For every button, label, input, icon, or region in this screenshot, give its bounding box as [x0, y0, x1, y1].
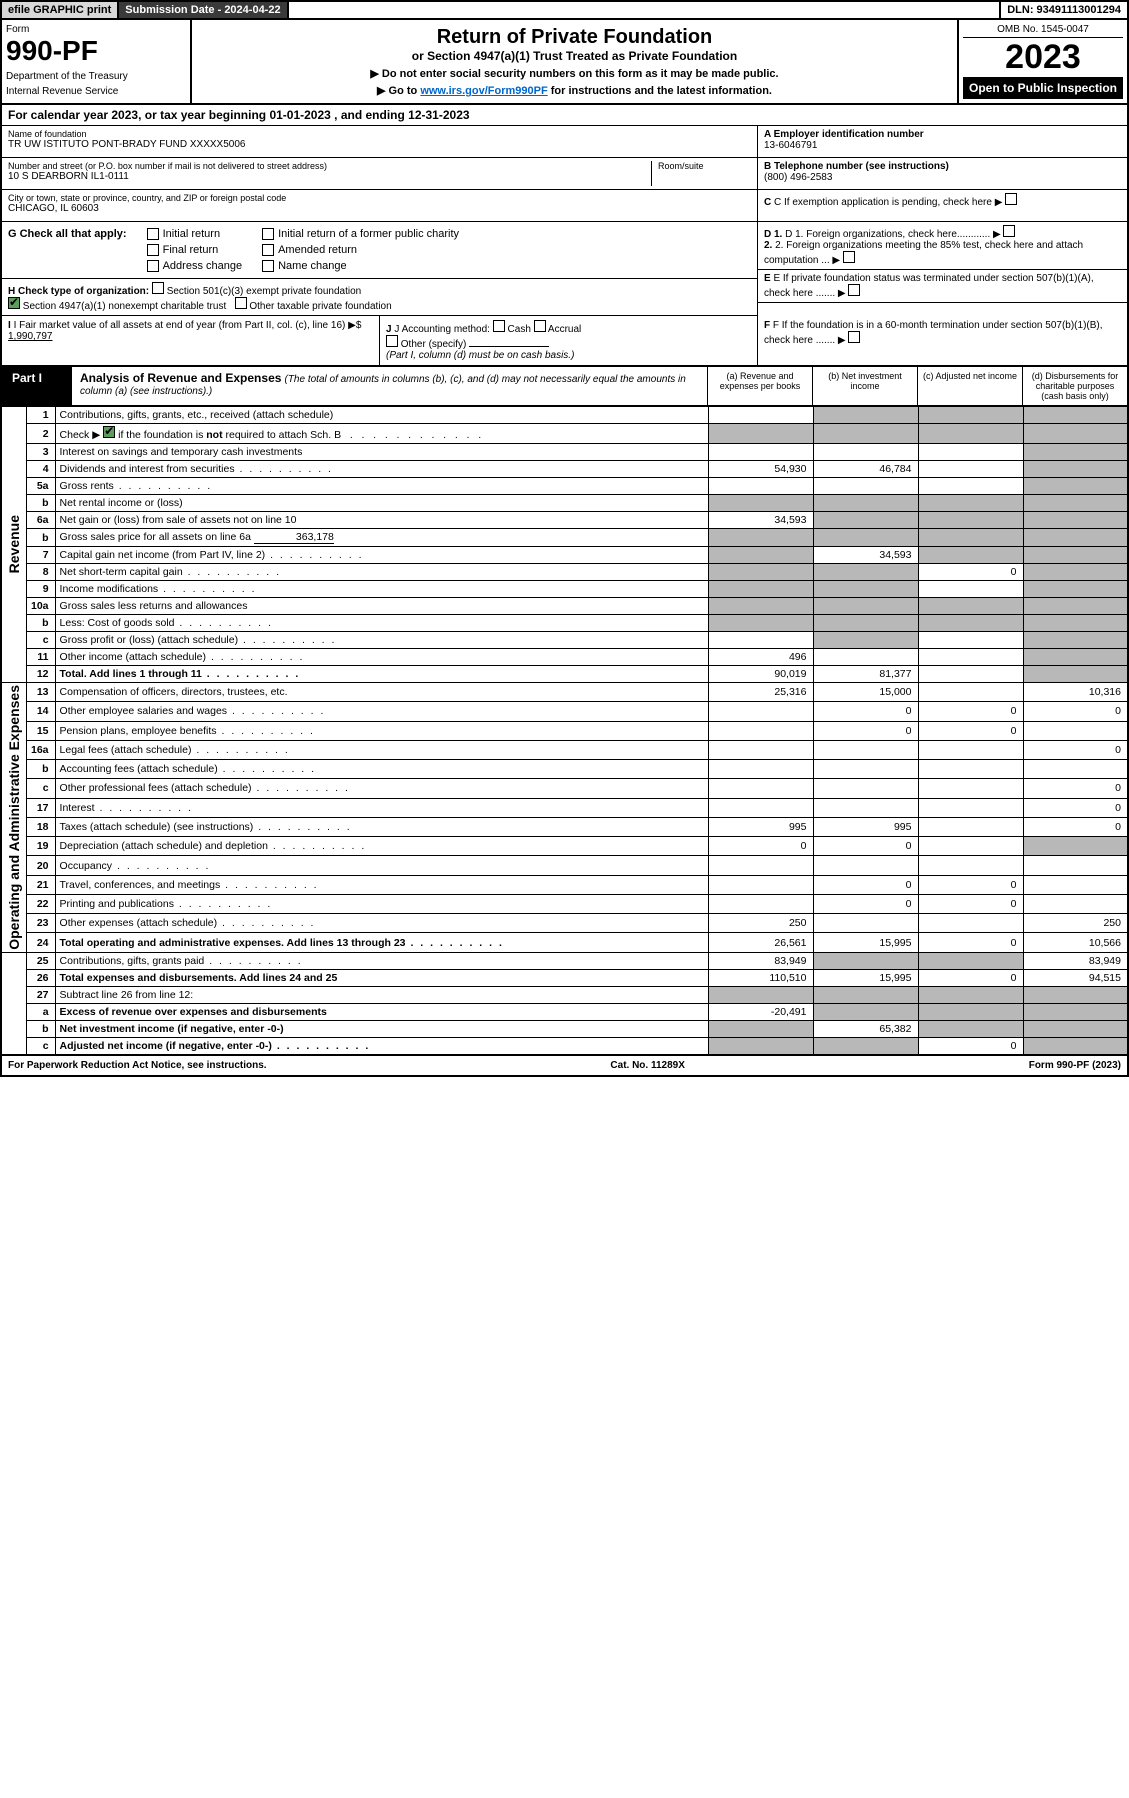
part1-title: Analysis of Revenue and Expenses (The to…	[72, 367, 707, 405]
4947-cb[interactable]	[8, 297, 20, 309]
fmv-row: I I Fair market value of all assets at e…	[0, 316, 1129, 366]
e-row: E E If private foundation status was ter…	[758, 270, 1127, 303]
fmv-right: J J Accounting method: Cash Accrual Othe…	[380, 316, 757, 365]
col-a-header: (a) Revenue and expenses per books	[707, 367, 812, 405]
efile-label[interactable]: efile GRAPHIC print	[2, 2, 119, 18]
address-change-cb[interactable]	[147, 260, 159, 272]
d-row: D 1. D 1. Foreign organizations, check h…	[758, 222, 1127, 270]
e-cb[interactable]	[848, 284, 860, 296]
name-change-cb[interactable]	[262, 260, 274, 272]
footer-center: Cat. No. 11289X	[610, 1060, 684, 1071]
footer-right: Form 990-PF (2023)	[1029, 1060, 1121, 1071]
topbar: efile GRAPHIC print Submission Date - 20…	[0, 0, 1129, 20]
amended-return-cb[interactable]	[262, 244, 274, 256]
h-check-row: H Check type of organization: Section 50…	[2, 279, 757, 316]
form-number: 990-PF	[6, 35, 186, 67]
info-grid: Name of foundation TR UW ISTITUTO PONT-B…	[0, 126, 1129, 316]
address-row: Number and street (or P.O. box number if…	[2, 158, 757, 190]
col-b-header: (b) Net investment income	[812, 367, 917, 405]
phone-row: B Telephone number (see instructions) (8…	[758, 158, 1127, 190]
calendar-year-row: For calendar year 2023, or tax year begi…	[0, 105, 1129, 126]
info-left: Name of foundation TR UW ISTITUTO PONT-B…	[2, 126, 757, 316]
submission-date: Submission Date - 2024-04-22	[119, 2, 288, 18]
d1-cb[interactable]	[1003, 225, 1015, 237]
part1-label: Part I	[2, 367, 72, 405]
d2-cb[interactable]	[843, 251, 855, 263]
header-left: Form 990-PF Department of the Treasury I…	[2, 20, 192, 103]
city-row: City or town, state or province, country…	[2, 190, 757, 222]
header-right: OMB No. 1545-0047 2023 Open to Public In…	[957, 20, 1127, 103]
dept-irs: Internal Revenue Service	[6, 86, 186, 97]
f-cb[interactable]	[848, 331, 860, 343]
dln-label: DLN: 93491113001294	[999, 2, 1127, 18]
initial-return-cb[interactable]	[147, 228, 159, 240]
other-taxable-cb[interactable]	[235, 297, 247, 309]
form-label: Form	[6, 24, 186, 35]
501c3-cb[interactable]	[152, 282, 164, 294]
main-table: Revenue 1Contributions, gifts, grants, e…	[0, 406, 1129, 1056]
open-inspection: Open to Public Inspection	[963, 77, 1123, 99]
c-row: C C If exemption application is pending,…	[758, 190, 1127, 222]
f-row: F F If the foundation is in a 60-month t…	[757, 316, 1127, 365]
tax-year: 2023	[963, 38, 1123, 77]
ein-row: A Employer identification number 13-6046…	[758, 126, 1127, 158]
omb-number: OMB No. 1545-0047	[963, 24, 1123, 38]
accrual-cb[interactable]	[534, 320, 546, 332]
foundation-name-row: Name of foundation TR UW ISTITUTO PONT-B…	[2, 126, 757, 158]
g-check-section: G Check all that apply: Initial return F…	[2, 222, 757, 279]
col-d-header: (d) Disbursements for charitable purpose…	[1022, 367, 1127, 405]
other-acct-cb[interactable]	[386, 335, 398, 347]
schb-cb[interactable]	[103, 426, 115, 438]
c-cb[interactable]	[1005, 193, 1017, 205]
footer-left: For Paperwork Reduction Act Notice, see …	[8, 1060, 267, 1071]
header-center: Return of Private Foundation or Section …	[192, 20, 957, 103]
dept-treasury: Department of the Treasury	[6, 71, 186, 82]
form-title: Return of Private Foundation	[202, 26, 947, 49]
cash-cb[interactable]	[493, 320, 505, 332]
expenses-side: Operating and Administrative Expenses	[6, 685, 22, 950]
revenue-side: Revenue	[6, 515, 22, 573]
page-footer: For Paperwork Reduction Act Notice, see …	[0, 1056, 1129, 1077]
final-return-cb[interactable]	[147, 244, 159, 256]
initial-former-cb[interactable]	[262, 228, 274, 240]
instr-1: ▶ Do not enter social security numbers o…	[202, 67, 947, 80]
part1-header: Part I Analysis of Revenue and Expenses …	[0, 366, 1129, 406]
form-header: Form 990-PF Department of the Treasury I…	[0, 20, 1129, 105]
info-right: A Employer identification number 13-6046…	[757, 126, 1127, 316]
irs-link[interactable]: www.irs.gov/Form990PF	[420, 85, 547, 97]
form-subtitle: or Section 4947(a)(1) Trust Treated as P…	[202, 49, 947, 63]
col-c-header: (c) Adjusted net income	[917, 367, 1022, 405]
instr-2: ▶ Go to www.irs.gov/Form990PF for instru…	[202, 84, 947, 97]
fmv-left: I I Fair market value of all assets at e…	[2, 316, 380, 365]
